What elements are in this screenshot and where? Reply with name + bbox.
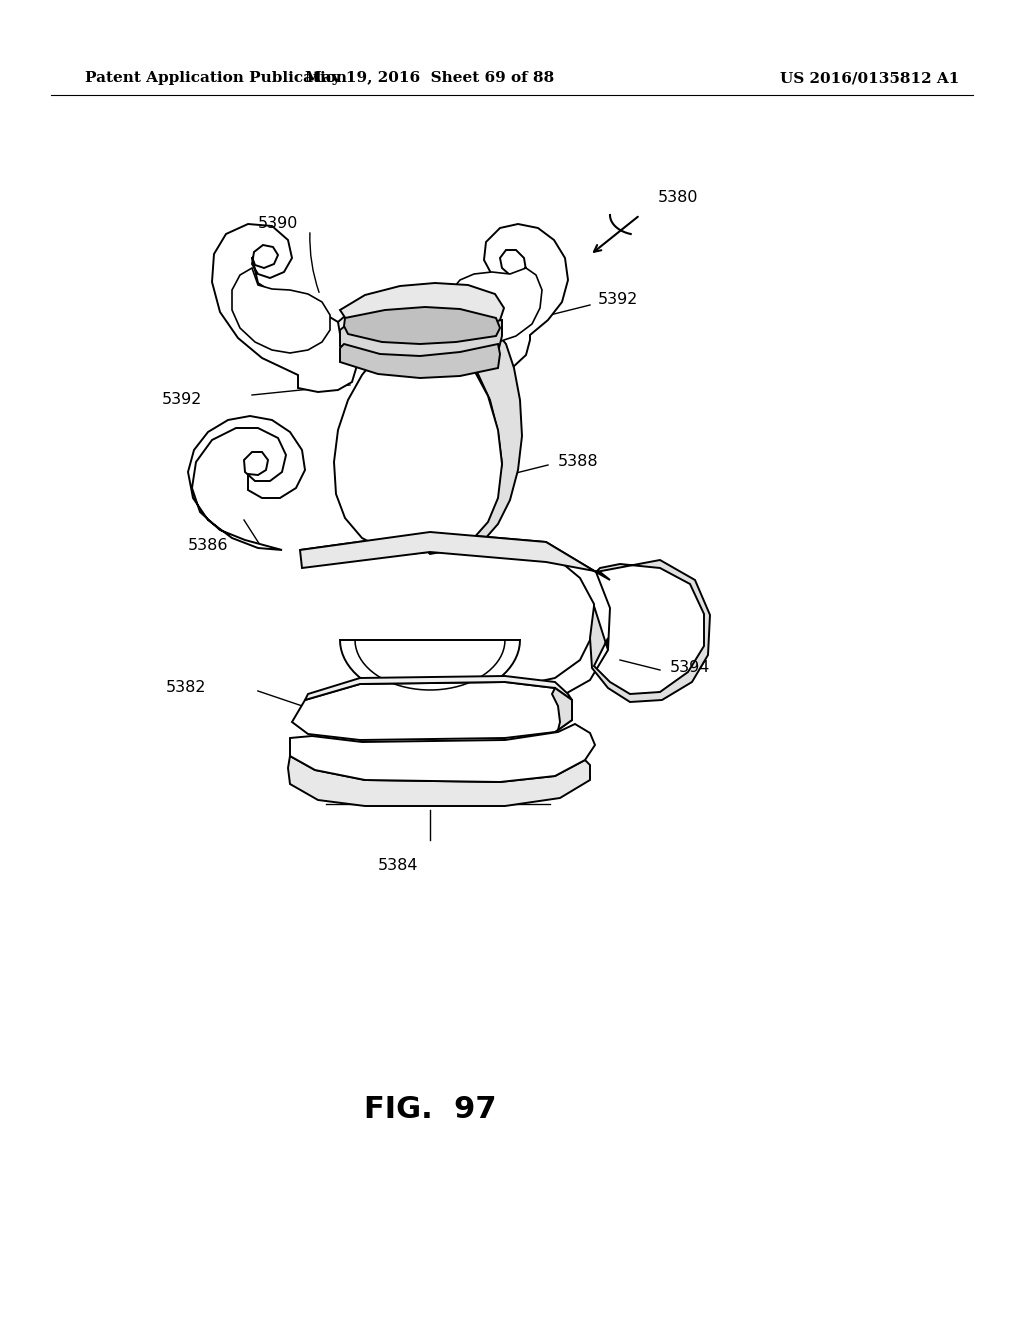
Polygon shape — [452, 334, 522, 552]
Text: Patent Application Publication: Patent Application Publication — [85, 71, 347, 84]
Polygon shape — [300, 532, 610, 704]
Polygon shape — [232, 268, 330, 352]
Polygon shape — [338, 294, 502, 356]
Text: 5390: 5390 — [258, 215, 298, 231]
Text: 5380: 5380 — [658, 190, 698, 206]
Text: 5382: 5382 — [166, 681, 206, 696]
Polygon shape — [300, 532, 610, 579]
Polygon shape — [188, 416, 305, 550]
Polygon shape — [340, 319, 502, 362]
Polygon shape — [444, 224, 568, 374]
Text: US 2016/0135812 A1: US 2016/0135812 A1 — [780, 71, 959, 84]
Polygon shape — [290, 723, 595, 781]
Polygon shape — [340, 640, 520, 700]
Polygon shape — [340, 282, 504, 342]
Polygon shape — [340, 345, 500, 378]
Polygon shape — [334, 352, 502, 554]
Polygon shape — [212, 224, 358, 392]
Text: 5386: 5386 — [187, 537, 228, 553]
Text: May 19, 2016  Sheet 69 of 88: May 19, 2016 Sheet 69 of 88 — [305, 71, 555, 84]
Text: 5388: 5388 — [558, 454, 599, 470]
Polygon shape — [552, 688, 572, 730]
Polygon shape — [288, 756, 590, 807]
Text: 5392: 5392 — [598, 293, 638, 308]
Polygon shape — [305, 676, 572, 700]
Text: FIG.  97: FIG. 97 — [364, 1096, 497, 1125]
Polygon shape — [344, 308, 500, 345]
Polygon shape — [449, 268, 542, 342]
Text: 5384: 5384 — [378, 858, 418, 873]
Text: 5394: 5394 — [670, 660, 711, 676]
Text: 5392: 5392 — [162, 392, 202, 408]
Polygon shape — [590, 560, 710, 702]
Polygon shape — [292, 682, 572, 741]
